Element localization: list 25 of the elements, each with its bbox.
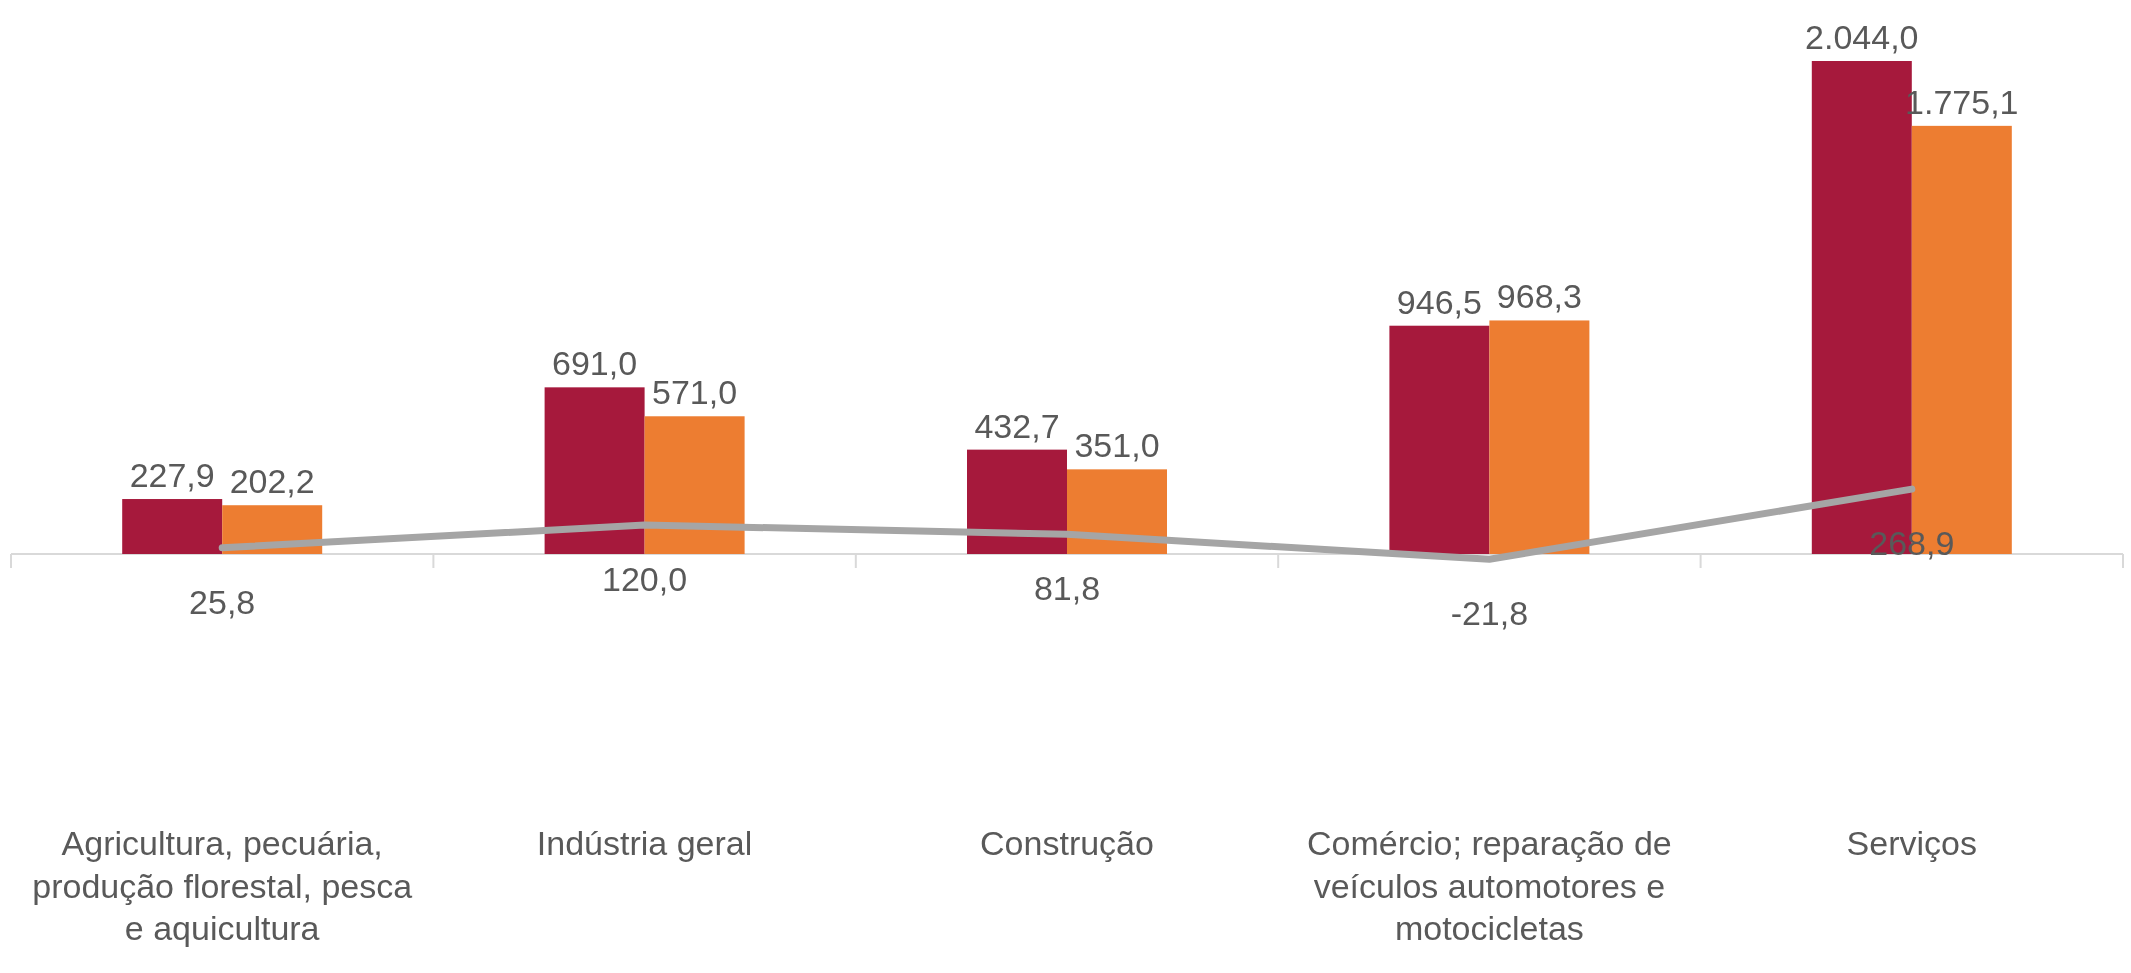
data-label: 120,0 [602,559,688,598]
x-tick-label: Indústria geral [536,824,753,862]
data-label: 81,8 [1033,569,1101,608]
data-label: 25,8 [189,582,256,621]
data-label: 432,7 [974,406,1060,445]
data-label: 946,5 [1396,282,1482,321]
data-label: -21,8 [1450,594,1529,633]
bar [1067,469,1167,554]
data-label: 691,0 [552,344,638,383]
data-label: 227,9 [129,456,215,495]
bar [122,499,223,554]
x-tick-label: Construção [980,824,1154,862]
x-tick-label: Agricultura, pecuária, produção florestal, pesca e aquicultura [32,824,413,947]
data-label: 202,2 [229,462,315,501]
bar [1489,320,1590,554]
data-label: 351,0 [1074,426,1160,465]
data-label: 968,3 [1496,277,1582,316]
data-label: 571,0 [652,373,738,412]
bar [644,416,745,554]
bar [544,387,645,554]
bar [967,449,1067,554]
data-label: 2.044,0 [1805,18,1919,56]
x-tick-label: Serviços [1846,824,1977,862]
x-tick-label: Comércio; reparação de veículos automotores e motocicletas [1307,824,1672,947]
bar [1389,325,1490,554]
